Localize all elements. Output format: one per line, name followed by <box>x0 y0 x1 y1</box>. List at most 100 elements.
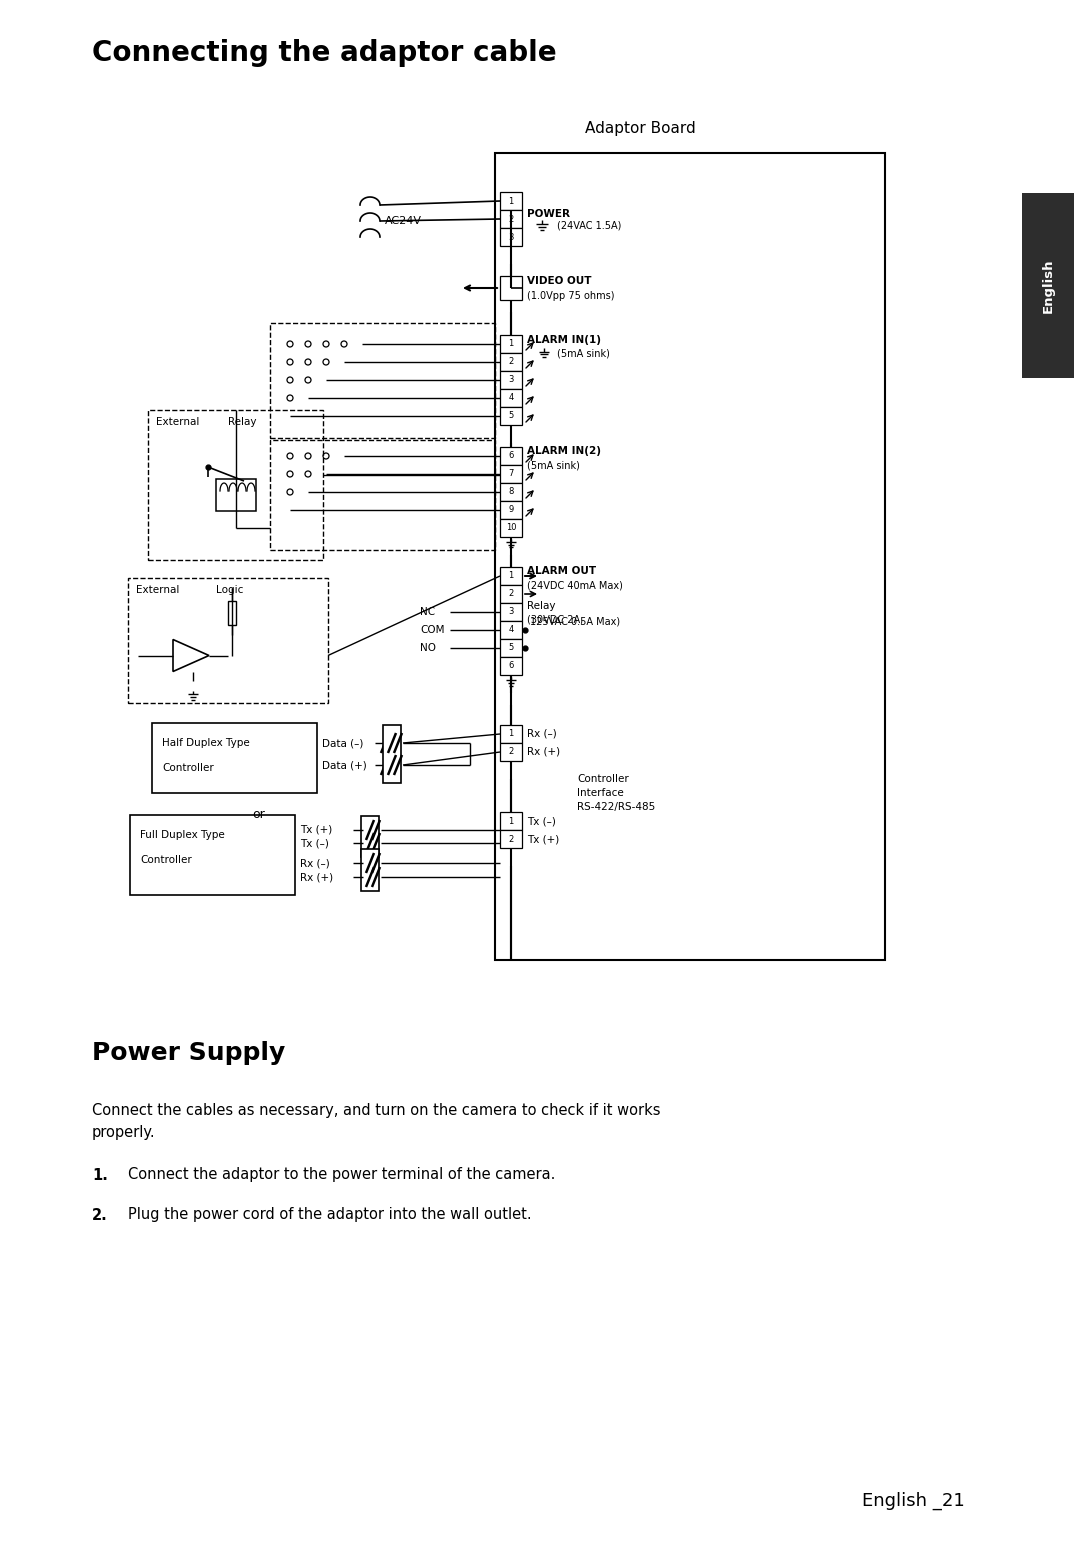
Text: 6: 6 <box>509 662 514 671</box>
Text: 3: 3 <box>509 233 514 242</box>
Text: 1: 1 <box>509 339 514 349</box>
Text: Plug the power cord of the adaptor into the wall outlet.: Plug the power cord of the adaptor into … <box>129 1208 531 1222</box>
Text: Logic: Logic <box>216 585 243 596</box>
Bar <box>228 602 237 625</box>
Text: Full Duplex Type: Full Duplex Type <box>140 830 225 839</box>
Text: 6: 6 <box>509 452 514 460</box>
Bar <box>1022 193 1074 378</box>
Text: 1.: 1. <box>92 1168 108 1182</box>
Text: English _21: English _21 <box>862 1492 966 1511</box>
Text: Rx (–): Rx (–) <box>300 858 329 869</box>
Text: 2: 2 <box>509 214 514 224</box>
Bar <box>270 440 495 549</box>
Text: NC: NC <box>420 606 435 617</box>
Text: Tx (+): Tx (+) <box>300 826 333 835</box>
Bar <box>500 191 522 210</box>
Text: 7: 7 <box>509 469 514 478</box>
Bar <box>500 518 522 537</box>
Text: Connect the adaptor to the power terminal of the camera.: Connect the adaptor to the power termina… <box>129 1168 555 1182</box>
Bar <box>500 812 522 830</box>
Text: Controller: Controller <box>162 762 214 773</box>
Bar <box>361 816 379 856</box>
Bar <box>500 370 522 389</box>
Text: (30VDC 2A,: (30VDC 2A, <box>527 616 583 625</box>
Text: Power Supply: Power Supply <box>92 1042 285 1065</box>
Bar <box>500 501 522 518</box>
Text: Connect the cables as necessary, and turn on the camera to check if it works: Connect the cables as necessary, and tur… <box>92 1103 661 1119</box>
Text: Controller: Controller <box>140 855 192 866</box>
Text: 1: 1 <box>509 196 514 205</box>
Text: Interface: Interface <box>577 788 624 798</box>
Text: Half Duplex Type: Half Duplex Type <box>162 738 249 748</box>
Text: 2: 2 <box>509 589 514 599</box>
Text: 1: 1 <box>509 816 514 826</box>
Text: Tx (–): Tx (–) <box>300 838 329 849</box>
Bar <box>500 830 522 849</box>
Text: 2: 2 <box>509 747 514 756</box>
Text: Controller: Controller <box>577 775 629 784</box>
Text: Data (–): Data (–) <box>322 738 363 748</box>
Text: Connecting the adaptor cable: Connecting the adaptor cable <box>92 39 556 66</box>
Bar <box>500 447 522 464</box>
Text: (5mA sink): (5mA sink) <box>527 460 580 471</box>
Text: VIDEO OUT: VIDEO OUT <box>527 276 592 285</box>
Bar <box>500 276 522 299</box>
Text: Rx (+): Rx (+) <box>300 872 333 883</box>
Bar <box>500 639 522 657</box>
Text: POWER: POWER <box>527 208 570 219</box>
Bar <box>500 407 522 424</box>
Bar <box>148 410 323 560</box>
Text: Rx (–): Rx (–) <box>527 728 557 739</box>
Bar <box>500 585 522 603</box>
Text: 4: 4 <box>509 393 514 403</box>
Text: 3: 3 <box>509 608 514 617</box>
Bar <box>152 724 318 793</box>
Bar <box>129 579 328 704</box>
Text: Relay: Relay <box>228 417 257 427</box>
Text: COM: COM <box>420 625 445 636</box>
Text: (24VAC 1.5A): (24VAC 1.5A) <box>557 221 621 231</box>
Text: ALARM IN(2): ALARM IN(2) <box>527 446 600 457</box>
Text: AC24V: AC24V <box>384 216 422 225</box>
Text: (1.0Vpp 75 ohms): (1.0Vpp 75 ohms) <box>527 292 615 301</box>
Text: Relay: Relay <box>527 602 555 611</box>
Bar <box>130 815 295 895</box>
Text: ALARM IN(1): ALARM IN(1) <box>527 335 600 346</box>
Bar <box>500 335 522 353</box>
Text: 8: 8 <box>509 488 514 497</box>
Text: 1: 1 <box>509 730 514 739</box>
Text: Data (+): Data (+) <box>322 761 367 770</box>
Bar <box>500 744 522 761</box>
Text: English: English <box>1041 259 1054 313</box>
Text: 1: 1 <box>509 571 514 580</box>
Text: 5: 5 <box>509 643 514 653</box>
Text: 3: 3 <box>509 375 514 384</box>
Text: External: External <box>156 417 200 427</box>
Text: Rx (+): Rx (+) <box>527 747 561 758</box>
Text: ALARM OUT: ALARM OUT <box>527 566 596 576</box>
Text: RS-422/RS-485: RS-422/RS-485 <box>577 802 656 812</box>
Bar <box>500 389 522 407</box>
Bar <box>216 478 256 511</box>
Bar <box>500 603 522 620</box>
Text: 9: 9 <box>509 506 514 514</box>
Bar <box>383 725 401 782</box>
Bar <box>495 153 885 960</box>
Bar <box>500 483 522 501</box>
Bar <box>500 228 522 245</box>
Text: 10: 10 <box>505 523 516 532</box>
Text: Tx (–): Tx (–) <box>527 816 556 826</box>
Text: External: External <box>136 585 179 596</box>
Text: 125VAC 0.5A Max): 125VAC 0.5A Max) <box>530 617 620 626</box>
Bar <box>500 353 522 370</box>
Text: properly.: properly. <box>92 1125 156 1140</box>
Text: Adaptor Board: Adaptor Board <box>584 120 696 136</box>
Bar <box>361 849 379 890</box>
Text: 4: 4 <box>509 625 514 634</box>
Bar <box>500 210 522 228</box>
Bar <box>500 657 522 674</box>
Bar <box>500 725 522 744</box>
Text: (5mA sink): (5mA sink) <box>557 349 610 360</box>
Text: 2: 2 <box>509 358 514 367</box>
Text: 2: 2 <box>509 835 514 844</box>
